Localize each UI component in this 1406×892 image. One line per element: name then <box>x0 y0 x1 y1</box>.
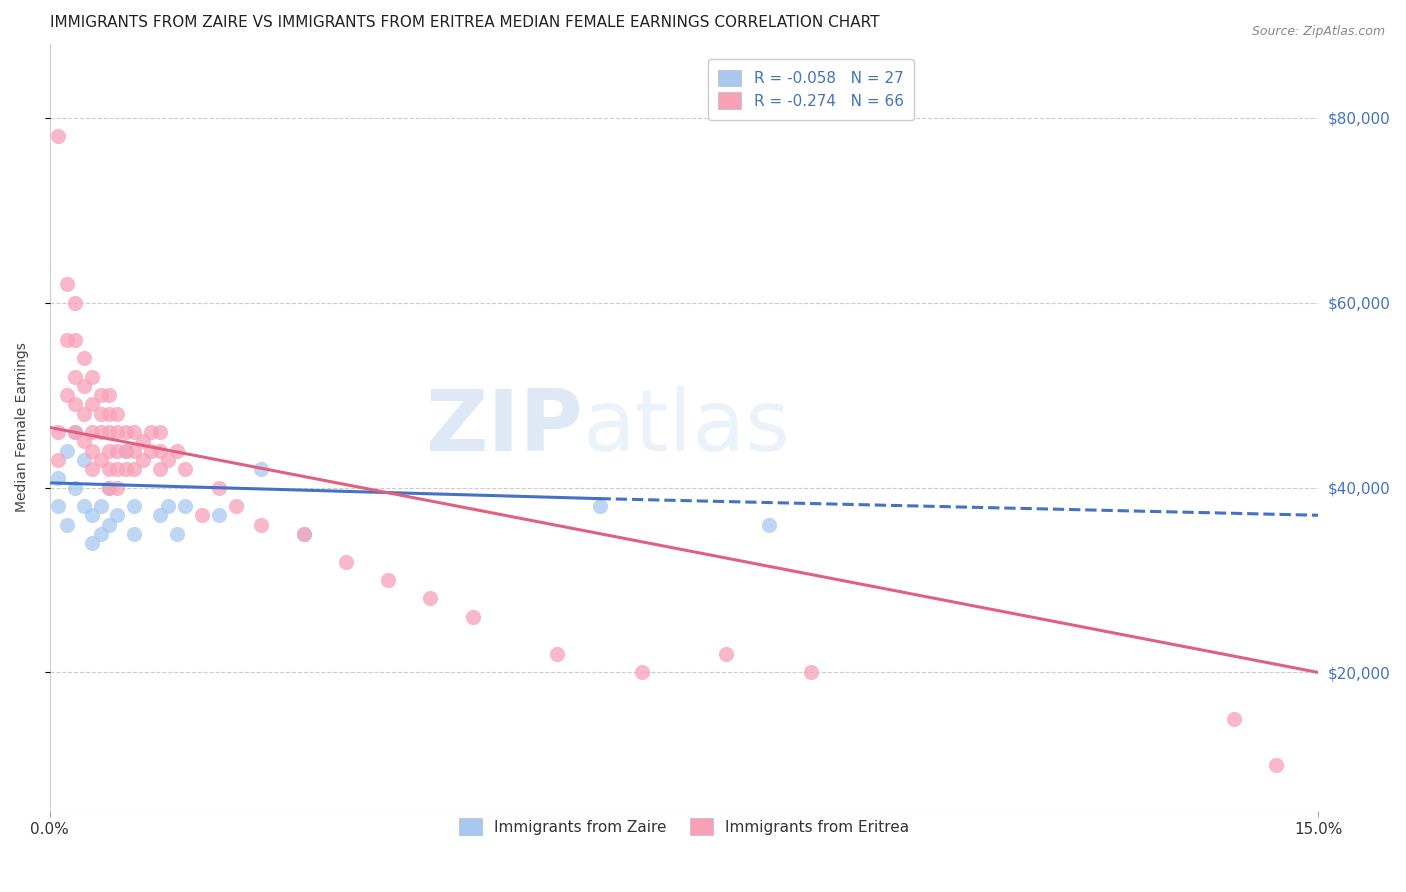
Point <box>90 452 112 467</box>
Point <box>225 499 247 513</box>
Point <box>73 407 96 421</box>
Point <box>546 647 568 661</box>
Point <box>46 452 69 467</box>
Point <box>63 425 86 439</box>
Point <box>107 481 129 495</box>
Point <box>588 499 610 513</box>
Point <box>46 129 69 144</box>
Y-axis label: Median Female Earnings: Median Female Earnings <box>15 343 30 512</box>
Point <box>166 526 188 541</box>
Point <box>98 425 121 439</box>
Point <box>82 425 104 439</box>
Point <box>630 665 652 680</box>
Point <box>107 443 129 458</box>
Point <box>149 462 172 476</box>
Point <box>141 425 163 439</box>
Point <box>115 443 138 458</box>
Point <box>55 388 77 402</box>
Point <box>166 443 188 458</box>
Point <box>55 333 77 347</box>
Point <box>292 526 315 541</box>
Point <box>800 665 823 680</box>
Point <box>335 554 357 568</box>
Text: Source: ZipAtlas.com: Source: ZipAtlas.com <box>1251 25 1385 38</box>
Point <box>90 526 112 541</box>
Point <box>141 443 163 458</box>
Point <box>46 471 69 485</box>
Point <box>90 425 112 439</box>
Point <box>55 517 77 532</box>
Point <box>73 351 96 365</box>
Point <box>174 462 197 476</box>
Point <box>63 333 86 347</box>
Point <box>132 452 155 467</box>
Point <box>73 452 96 467</box>
Point <box>208 481 231 495</box>
Point <box>98 407 121 421</box>
Text: ZIP: ZIP <box>425 386 582 469</box>
Point <box>90 407 112 421</box>
Point <box>90 388 112 402</box>
Point <box>73 379 96 393</box>
Point <box>124 526 146 541</box>
Point <box>63 295 86 310</box>
Point <box>63 397 86 411</box>
Point <box>115 425 138 439</box>
Point <box>157 499 180 513</box>
Point <box>377 573 399 587</box>
Point <box>208 508 231 523</box>
Point <box>98 388 121 402</box>
Point <box>82 369 104 384</box>
Point <box>73 434 96 449</box>
Point <box>250 517 273 532</box>
Point <box>82 443 104 458</box>
Point <box>82 536 104 550</box>
Legend: Immigrants from Zaire, Immigrants from Eritrea: Immigrants from Zaire, Immigrants from E… <box>449 808 920 846</box>
Point <box>124 443 146 458</box>
Point <box>115 462 138 476</box>
Point <box>191 508 214 523</box>
Point <box>90 499 112 513</box>
Point <box>63 369 86 384</box>
Point <box>82 508 104 523</box>
Point <box>124 499 146 513</box>
Point <box>63 425 86 439</box>
Point <box>1265 758 1288 772</box>
Point <box>98 517 121 532</box>
Point <box>124 425 146 439</box>
Point <box>98 462 121 476</box>
Text: atlas: atlas <box>582 386 790 469</box>
Point <box>82 397 104 411</box>
Point <box>115 443 138 458</box>
Point <box>292 526 315 541</box>
Point <box>98 481 121 495</box>
Point <box>174 499 197 513</box>
Point <box>758 517 780 532</box>
Point <box>419 591 441 606</box>
Point <box>716 647 738 661</box>
Point <box>250 462 273 476</box>
Point <box>55 277 77 291</box>
Point <box>82 462 104 476</box>
Point <box>107 407 129 421</box>
Point <box>46 499 69 513</box>
Point <box>73 499 96 513</box>
Point <box>149 425 172 439</box>
Point <box>98 443 121 458</box>
Point <box>55 443 77 458</box>
Point <box>149 508 172 523</box>
Point <box>107 462 129 476</box>
Text: IMMIGRANTS FROM ZAIRE VS IMMIGRANTS FROM ERITREA MEDIAN FEMALE EARNINGS CORRELAT: IMMIGRANTS FROM ZAIRE VS IMMIGRANTS FROM… <box>49 15 879 30</box>
Point <box>461 610 484 624</box>
Point <box>63 481 86 495</box>
Point <box>132 434 155 449</box>
Point <box>1223 712 1246 726</box>
Point <box>46 425 69 439</box>
Point <box>149 443 172 458</box>
Point <box>124 462 146 476</box>
Point <box>98 481 121 495</box>
Point <box>107 425 129 439</box>
Point <box>107 508 129 523</box>
Point <box>157 452 180 467</box>
